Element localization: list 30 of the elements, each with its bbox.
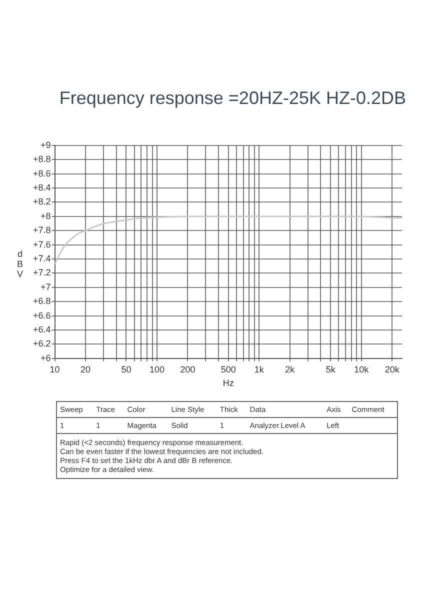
x-tick-label: 20k: [384, 364, 400, 374]
x-tick-label: 20: [80, 364, 91, 374]
y-tick-label: +8.6: [32, 168, 51, 178]
y-tick-label: +7.4: [32, 253, 51, 264]
x-tick-label: 500: [220, 364, 236, 374]
y-tick-label: +8.8: [32, 154, 51, 164]
chart-title: Frequency response =20HZ-25K HZ-0.2DB: [58, 88, 407, 109]
y-tick-label: +9: [40, 140, 51, 150]
y-tick-label: +6.2: [32, 338, 51, 349]
x-tick-label: 10: [50, 364, 60, 374]
y-axis-title: dBV: [16, 249, 24, 279]
x-axis-title: Hz: [222, 378, 234, 388]
y-tick-label: +6.6: [32, 310, 51, 320]
y-tick-label: +6: [40, 352, 51, 363]
y-tick-label: +8.2: [32, 196, 51, 207]
x-tick-label: 100: [149, 364, 164, 374]
x-tick-label: 50: [121, 364, 132, 374]
y-tick-label: +7.2: [32, 268, 51, 278]
x-tick-label: 5k: [326, 364, 336, 374]
y-tick-label: +6.4: [32, 324, 51, 334]
y-tick-label: +8: [40, 210, 51, 221]
y-tick-label: +8.4: [32, 182, 51, 192]
y-tick-label: +7.8: [32, 225, 51, 236]
y-tick-label: +6.8: [32, 296, 51, 306]
x-tick-label: 200: [180, 364, 196, 374]
x-tick-label: 2k: [285, 364, 296, 374]
y-tick-label: +7: [40, 282, 51, 292]
x-tick-label: 10k: [354, 364, 370, 374]
x-tick-label: 1k: [254, 364, 264, 374]
y-tick-label: +7.6: [32, 239, 51, 250]
